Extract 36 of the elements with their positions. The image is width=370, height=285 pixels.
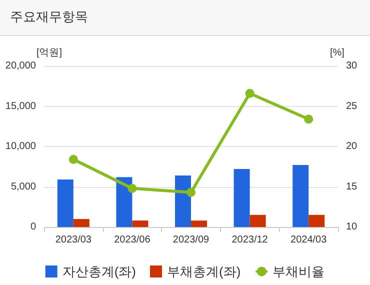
y-tick-label: 10,000	[5, 141, 36, 152]
legend-label: 부채총계(좌)	[167, 264, 241, 279]
point	[186, 188, 196, 197]
y2-tick-label: 30	[346, 60, 358, 72]
chart-title: 주요재무항목	[0, 0, 370, 36]
bar	[308, 214, 325, 227]
point	[68, 154, 78, 164]
bar	[116, 177, 132, 227]
point	[128, 184, 137, 193]
y-tick-label: 5,000	[10, 181, 36, 192]
point	[245, 88, 254, 98]
y-tick-label: 15,000	[5, 100, 36, 112]
x-tick-label: 2023/12	[232, 234, 268, 246]
x-tick-label: 2023/06	[114, 234, 151, 246]
y2-axis-title: [%]	[330, 48, 345, 58]
x-tick-label: 2023/09	[172, 234, 210, 246]
y2-tick-label: 20	[346, 141, 358, 152]
legend-label: 자산총계(좌)	[62, 264, 136, 279]
bar	[292, 165, 309, 227]
bar	[250, 214, 266, 227]
bar	[57, 180, 74, 227]
point	[304, 114, 314, 124]
bar	[175, 175, 191, 227]
bar	[73, 218, 90, 227]
legend-label: 부채비율	[272, 264, 325, 279]
x-tick-label: 2023/03	[55, 234, 92, 246]
bar	[191, 220, 207, 227]
y-tick-label: 20,000	[5, 60, 36, 72]
y-tick-label: 0	[30, 222, 36, 232]
y2-tick-label: 10	[346, 222, 358, 232]
y2-tick-label: 15	[346, 181, 358, 192]
bar	[234, 169, 250, 227]
bar	[132, 220, 148, 227]
x-tick-label: 2024/03	[290, 234, 328, 246]
y2-tick-label: 25	[346, 100, 358, 112]
y-axis-title: [억원]	[36, 48, 62, 58]
